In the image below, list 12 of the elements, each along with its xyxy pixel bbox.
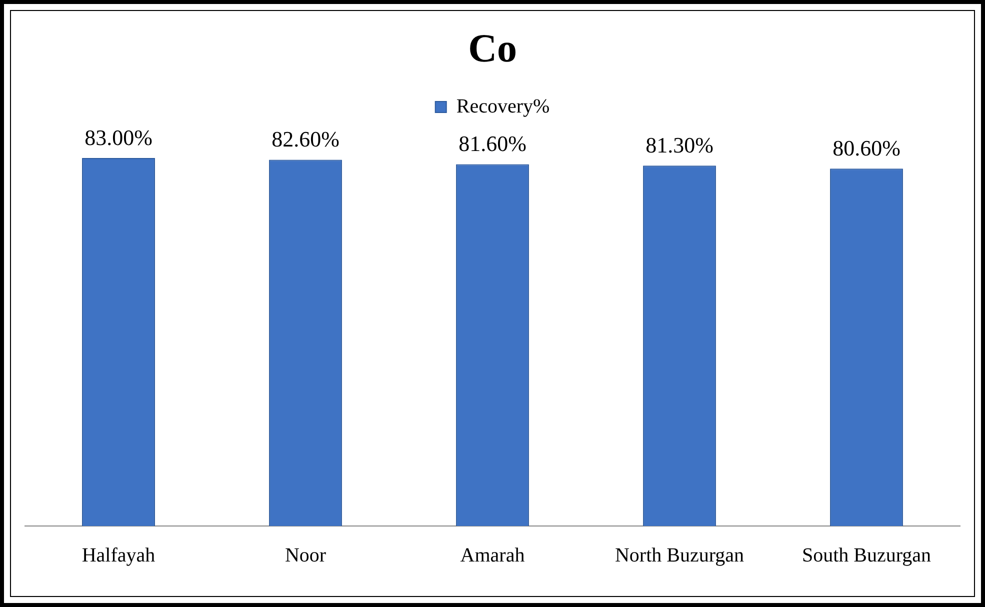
x-tick-label: Halfayah xyxy=(82,544,156,566)
data-label: 83.00% xyxy=(84,124,152,150)
data-label: 80.60% xyxy=(832,135,900,160)
data-label: 82.60% xyxy=(272,126,340,152)
x-tick-label: South Buzurgan xyxy=(802,544,932,566)
legend-label: Recovery% xyxy=(456,95,550,118)
data-label: 81.30% xyxy=(646,132,714,158)
data-label: 81.60% xyxy=(458,131,526,156)
x-tick-label: Amarah xyxy=(460,544,525,566)
x-tick-label: Noor xyxy=(284,544,326,566)
chart-title: Co xyxy=(468,25,517,70)
x-tick-label: North Buzurgan xyxy=(614,544,744,566)
